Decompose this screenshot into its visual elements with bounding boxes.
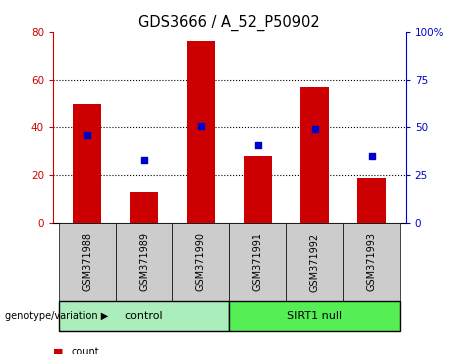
Bar: [130, 192, 158, 223]
Title: GDS3666 / A_52_P50902: GDS3666 / A_52_P50902: [138, 14, 320, 30]
Bar: [187, 41, 215, 223]
FancyBboxPatch shape: [116, 223, 172, 301]
Bar: [301, 87, 329, 223]
Point: [197, 123, 205, 129]
Bar: [73, 104, 101, 223]
Text: ■: ■: [53, 347, 64, 354]
Bar: [243, 156, 272, 223]
Text: count: count: [71, 347, 99, 354]
FancyBboxPatch shape: [172, 223, 230, 301]
Point: [311, 126, 319, 132]
Text: GSM371988: GSM371988: [82, 233, 92, 291]
FancyBboxPatch shape: [230, 223, 286, 301]
Text: control: control: [125, 311, 163, 321]
Text: genotype/variation ▶: genotype/variation ▶: [5, 311, 108, 321]
Text: GSM371992: GSM371992: [310, 232, 319, 292]
Text: GSM371993: GSM371993: [366, 233, 377, 291]
FancyBboxPatch shape: [59, 223, 116, 301]
Text: GSM371991: GSM371991: [253, 233, 263, 291]
Point: [254, 142, 261, 148]
Point: [140, 157, 148, 163]
Text: GSM371989: GSM371989: [139, 233, 149, 291]
Point: [368, 153, 375, 159]
Point: [83, 132, 91, 138]
Text: GSM371990: GSM371990: [196, 233, 206, 291]
FancyBboxPatch shape: [59, 301, 230, 331]
Bar: [357, 178, 386, 223]
FancyBboxPatch shape: [343, 223, 400, 301]
FancyBboxPatch shape: [286, 223, 343, 301]
Text: SIRT1 null: SIRT1 null: [287, 311, 342, 321]
FancyBboxPatch shape: [230, 301, 400, 331]
